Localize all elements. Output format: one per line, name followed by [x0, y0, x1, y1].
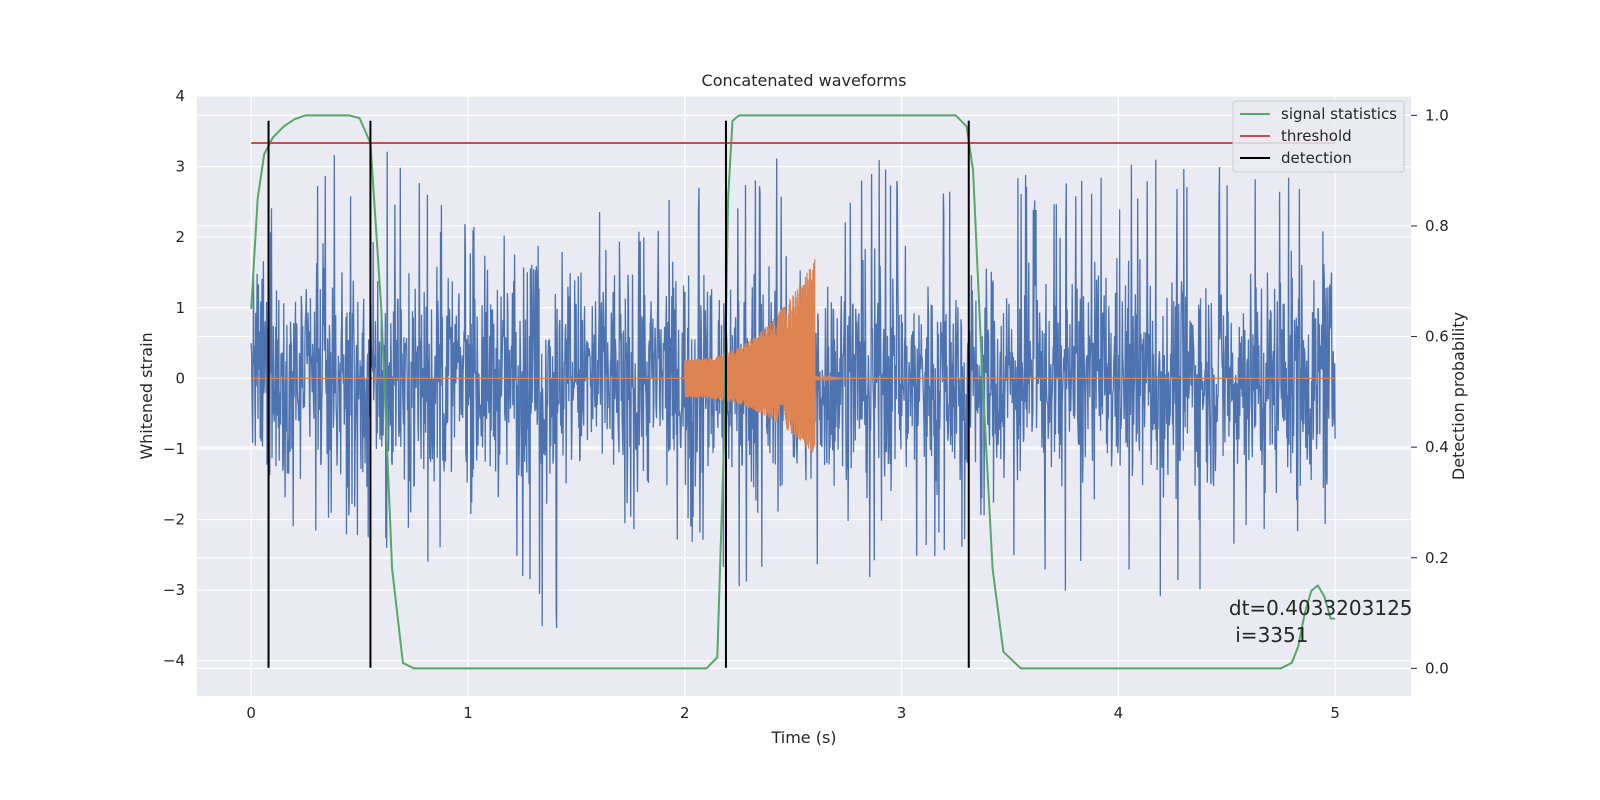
x-tick-label: 3 — [897, 704, 907, 722]
x-tick-label: 2 — [680, 704, 690, 722]
chart-title: Concatenated waveforms — [702, 71, 907, 90]
whitened-strain-trace — [250, 151, 1336, 629]
y-tick-label: 3 — [175, 158, 185, 176]
right-y-tick-label: 0.8 — [1425, 217, 1449, 235]
y-tick-label: −2 — [163, 511, 185, 529]
y-tick-label: −4 — [163, 652, 185, 670]
y-tick-label: 2 — [175, 228, 185, 246]
right-y-tick-label: 1.0 — [1425, 106, 1449, 124]
annotation-dt: dt=0.4033203125 — [1229, 596, 1413, 620]
legend-label-signal-statistics: signal statistics — [1281, 105, 1397, 123]
right-y-tick-label: 0.2 — [1425, 549, 1449, 567]
legend-label-threshold: threshold — [1281, 127, 1352, 145]
y-tick-label: 1 — [175, 299, 185, 317]
series-layer — [250, 114, 1336, 670]
legend: signal statistics threshold detection — [1232, 100, 1405, 173]
x-tick-label: 1 — [463, 704, 473, 722]
y-tick-label: 4 — [175, 87, 185, 105]
injected-waveform-trace — [251, 259, 1336, 453]
x-tick-label: 5 — [1330, 704, 1340, 722]
legend-box — [1232, 100, 1405, 173]
y-tick-label: 0 — [175, 369, 185, 387]
x-axis-label: Time (s) — [770, 728, 836, 747]
x-tick-label: 4 — [1114, 704, 1124, 722]
legend-label-detection: detection — [1281, 149, 1352, 167]
y-tick-label: −3 — [163, 581, 185, 599]
signal-statistics-line — [250, 114, 1336, 670]
y-tick-label: −1 — [163, 440, 185, 458]
annotation-index: i=3351 — [1229, 623, 1309, 647]
tick-labels: 0 1 2 3 4 5 4 3 2 1 0 −1 −2 −3 −4 1.0 0.8 0.6 0.4 0.2 0.0 — [163, 87, 1449, 722]
right-y-tick-label: 0.6 — [1425, 328, 1449, 346]
right-y-axis-label: Detection probability — [1449, 312, 1468, 480]
right-y-tick-label: 0.0 — [1425, 659, 1449, 677]
x-tick-label: 0 — [246, 704, 256, 722]
right-y-tick-label: 0.4 — [1425, 438, 1449, 456]
y-axis-label: Whitened strain — [137, 332, 156, 459]
